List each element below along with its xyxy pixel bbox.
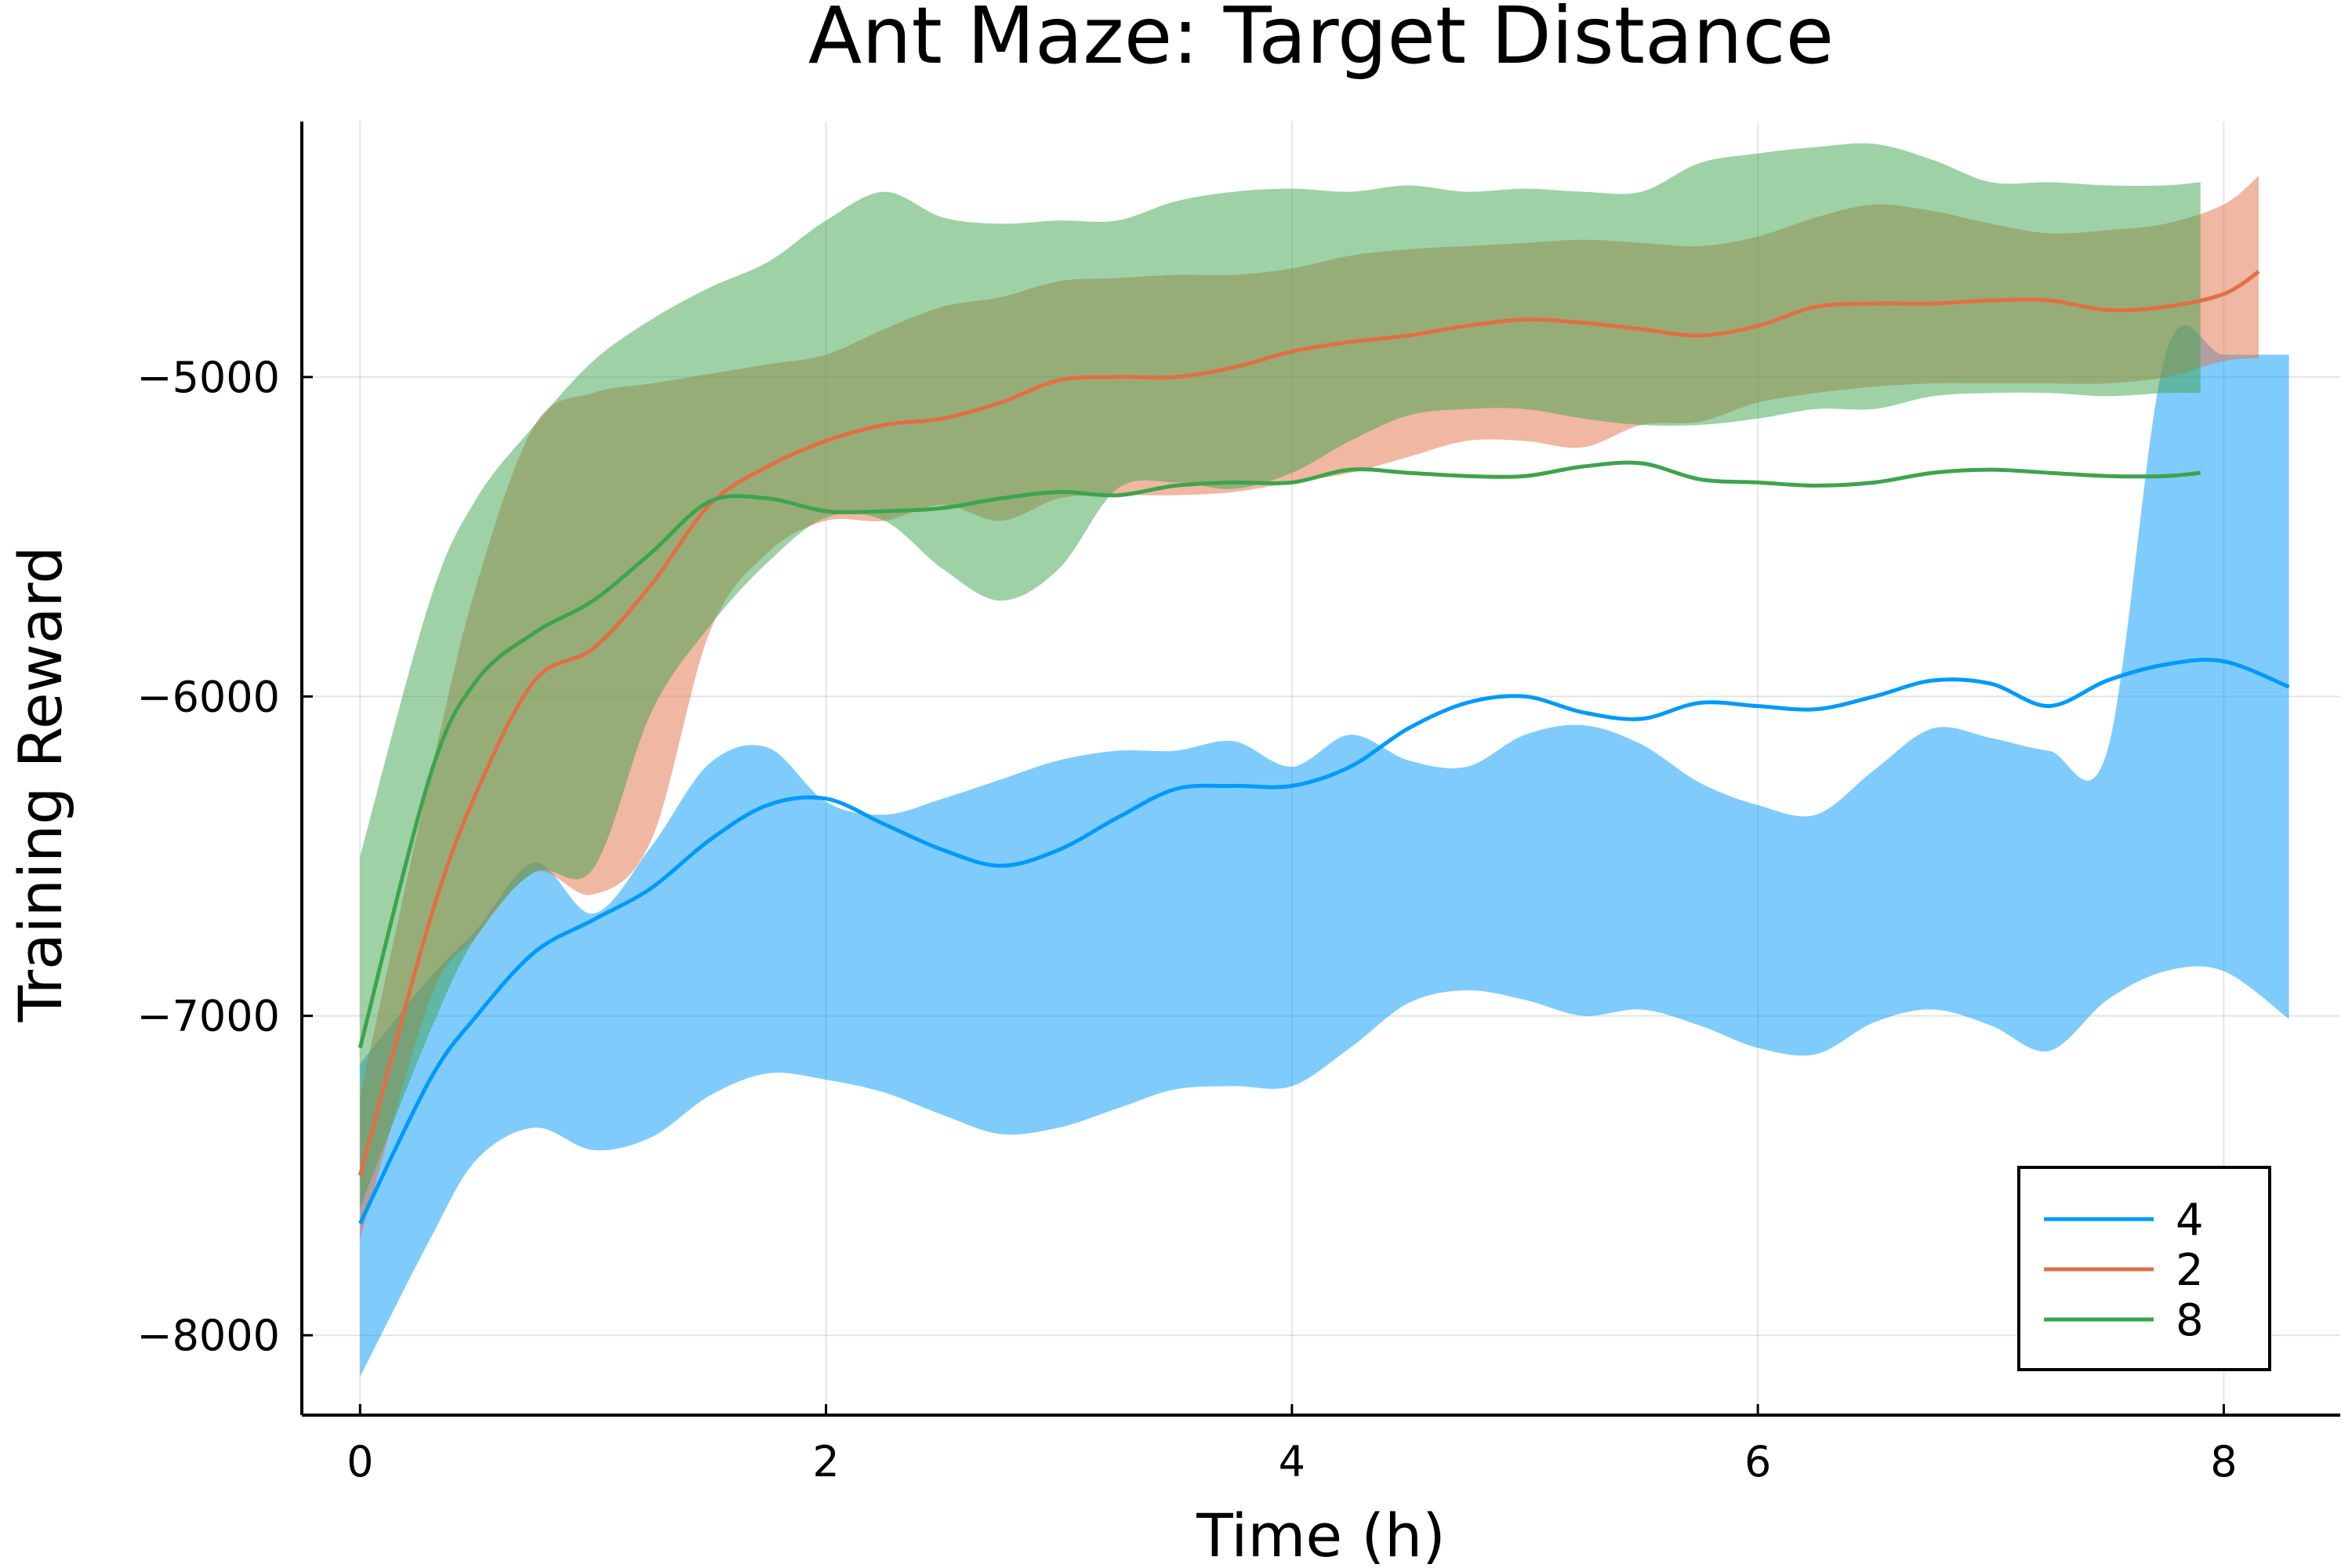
y-tick-label: −5000 (136, 353, 280, 402)
legend-label-8: 8 (2176, 1295, 2204, 1346)
y-tick-label: −7000 (136, 992, 280, 1041)
y-ticks: −8000 −7000 −6000 −5000 (136, 353, 313, 1360)
confidence-bands (360, 143, 2289, 1377)
line-series-4 (358, 658, 2290, 1225)
series-lines (358, 270, 2290, 1225)
x-tick-label: 8 (2210, 1437, 2237, 1486)
legend-label-2: 2 (2176, 1245, 2204, 1296)
x-tick-label: 0 (347, 1437, 373, 1486)
x-tick-label: 2 (812, 1437, 839, 1486)
band-series-8 (360, 143, 2201, 1208)
x-axis-label: Time (h) (1196, 1501, 1446, 1568)
line-series-8 (358, 460, 2201, 1049)
legend: 428 (2017, 1166, 2271, 1371)
legend-label-4: 4 (2176, 1195, 2204, 1246)
x-tick-label: 4 (1279, 1437, 1305, 1486)
x-tick-label: 6 (1744, 1437, 1771, 1486)
chart-title: Ant Maze: Target Distance (808, 0, 1834, 82)
band-series-4 (360, 325, 2289, 1377)
y-axis-label: Training Reward (5, 546, 75, 1022)
y-tick-label: −6000 (136, 672, 280, 721)
y-tick-label: −8000 (136, 1311, 280, 1360)
axes (300, 122, 2340, 1417)
line-series-2 (358, 270, 2260, 1177)
x-ticks: 0 2 4 6 8 (347, 1404, 2238, 1486)
